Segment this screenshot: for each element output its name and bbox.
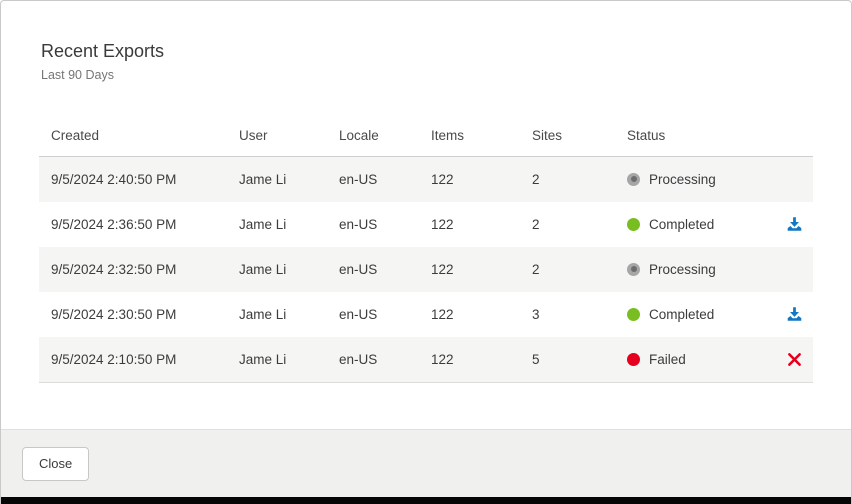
cell-locale: en-US: [339, 351, 378, 367]
status-cell: Completed: [627, 202, 775, 247]
status-label: Processing: [649, 171, 716, 187]
status-dot-icon: [627, 262, 640, 276]
dialog-title: Recent Exports: [41, 41, 165, 61]
column-header-action: [775, 115, 813, 156]
column-header-sites: Sites: [532, 127, 563, 143]
dialog-subtitle: Last 90 Days: [41, 67, 114, 82]
status-label: Processing: [649, 261, 716, 277]
table-row: 9/5/2024 2:32:50 PM Jame Li en-US 122 2 …: [39, 246, 813, 292]
cell-user: Jame Li: [239, 306, 287, 322]
status-dot-icon: [627, 307, 640, 321]
cell-user: Jame Li: [239, 171, 287, 187]
column-header-locale: Locale: [339, 127, 379, 143]
cell-sites: 3: [532, 306, 540, 322]
status-cell: Processing: [627, 247, 775, 292]
column-header-created: Created: [51, 127, 100, 143]
table-row: 9/5/2024 2:30:50 PM Jame Li en-US 122 3 …: [39, 291, 813, 337]
cell-sites: 2: [532, 216, 540, 232]
table-row: 9/5/2024 2:36:50 PM Jame Li en-US 122 2 …: [39, 201, 813, 247]
cell-locale: en-US: [339, 216, 378, 232]
bottom-bar: [1, 497, 851, 504]
action-cell: [775, 202, 813, 247]
table-row: 9/5/2024 2:40:50 PM Jame Li en-US 122 2 …: [39, 156, 813, 202]
action-cell: [775, 292, 813, 337]
column-header-status: Status: [627, 127, 666, 143]
cell-user: Jame Li: [239, 261, 287, 277]
cell-sites: 2: [532, 171, 540, 187]
cell-created: 9/5/2024 2:32:50 PM: [51, 261, 177, 277]
column-header-items: Items: [431, 127, 465, 143]
action-cell: [775, 247, 813, 292]
dialog-footer: Close: [1, 429, 851, 497]
status-dot-inner: [630, 266, 637, 273]
cell-items: 122: [431, 351, 454, 367]
download-icon[interactable]: [786, 216, 803, 233]
cell-user: Jame Li: [239, 216, 287, 232]
cell-created: 9/5/2024 2:36:50 PM: [51, 216, 177, 232]
status-dot-icon: [627, 352, 640, 366]
x-icon[interactable]: [787, 352, 802, 367]
cell-user: Jame Li: [239, 351, 287, 367]
download-icon[interactable]: [786, 306, 803, 323]
cell-created: 9/5/2024 2:30:50 PM: [51, 306, 177, 322]
table-header-row: Created User Locale Items Sites Status: [39, 115, 813, 157]
status-cell: Failed: [627, 337, 775, 382]
status-label: Completed: [649, 216, 715, 232]
table-body: 9/5/2024 2:40:50 PM Jame Li en-US 122 2 …: [39, 156, 813, 382]
cell-items: 122: [431, 261, 454, 277]
exports-table: Created User Locale Items Sites Status 9…: [39, 115, 813, 383]
dialog-header: Recent Exports Last 90 Days: [1, 1, 851, 82]
close-button[interactable]: Close: [22, 446, 90, 481]
cell-items: 122: [431, 171, 454, 187]
cell-created: 9/5/2024 2:40:50 PM: [51, 171, 177, 187]
status-dot-icon: [627, 172, 640, 186]
column-header-user: User: [239, 127, 268, 143]
status-dot-icon: [627, 217, 640, 231]
status-label: Failed: [649, 351, 686, 367]
status-cell: Processing: [627, 157, 775, 202]
cell-locale: en-US: [339, 171, 378, 187]
cell-locale: en-US: [339, 306, 378, 322]
cell-created: 9/5/2024 2:10:50 PM: [51, 351, 177, 367]
status-dot-inner: [630, 176, 637, 183]
table-row: 9/5/2024 2:10:50 PM Jame Li en-US 122 5 …: [39, 336, 813, 382]
status-label: Completed: [649, 306, 715, 322]
cell-sites: 5: [532, 351, 540, 367]
status-cell: Completed: [627, 292, 775, 337]
action-cell: [775, 337, 813, 382]
cell-locale: en-US: [339, 261, 378, 277]
action-cell: [775, 157, 813, 202]
cell-items: 122: [431, 216, 454, 232]
cell-sites: 2: [532, 261, 540, 277]
cell-items: 122: [431, 306, 454, 322]
